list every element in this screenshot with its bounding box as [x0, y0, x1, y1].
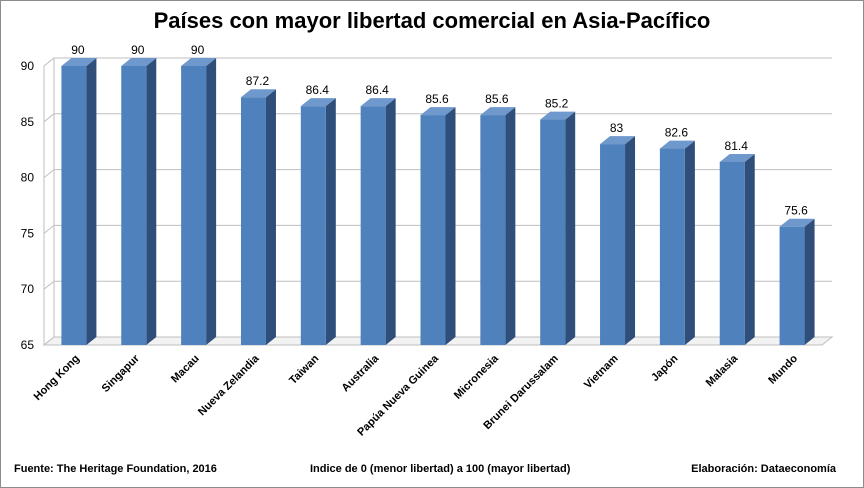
- y-tick-label: 75: [21, 226, 35, 240]
- data-label: 82.6: [665, 126, 689, 140]
- bar: [540, 111, 576, 346]
- y-axis: 65 70 75 80 85 90: [21, 59, 35, 352]
- bar-side: [744, 153, 755, 345]
- bar-side: [804, 218, 815, 345]
- bar-front: [719, 161, 745, 345]
- bar-side: [385, 98, 396, 346]
- bar: [360, 98, 396, 346]
- x-tick-label: Malasia: [704, 352, 741, 389]
- credit-note: Elaboración: Dataeconomía: [691, 463, 836, 475]
- bar-front: [600, 144, 626, 345]
- bar-top: [61, 58, 97, 66]
- y-tick-label: 70: [21, 282, 35, 296]
- x-tick-label: Vietnam: [582, 352, 621, 391]
- source-note: Fuente: The Heritage Foundation, 2016: [14, 463, 217, 475]
- data-label: 87.2: [246, 74, 270, 88]
- bar-side: [505, 107, 516, 345]
- data-label: 86.4: [365, 83, 389, 97]
- chart-title: Países con mayor libertad comercial en A…: [153, 8, 711, 33]
- bar: [240, 89, 276, 345]
- bar-top: [480, 107, 516, 116]
- bar-front: [121, 66, 147, 345]
- bar-top: [420, 107, 456, 116]
- bar-top: [360, 98, 396, 107]
- x-tick-label: Australia: [340, 352, 382, 394]
- x-tick-label: Macau: [169, 353, 202, 386]
- bar-side: [445, 107, 456, 345]
- bar: [61, 58, 97, 345]
- bar: [300, 98, 336, 346]
- bars: [61, 58, 815, 346]
- bar-side: [146, 58, 157, 345]
- bar-front: [420, 115, 446, 345]
- data-label: 85.6: [425, 92, 449, 106]
- data-label: 86.4: [306, 83, 330, 97]
- bar: [719, 153, 755, 345]
- bar-front: [240, 97, 266, 345]
- data-label: 83: [610, 121, 624, 135]
- gridline: [43, 57, 832, 67]
- x-tick-label: Japón: [649, 352, 681, 384]
- x-tick-label: Mundo: [766, 352, 800, 386]
- bar-side: [684, 140, 695, 345]
- bar-front: [779, 226, 805, 345]
- bar-front: [181, 66, 207, 345]
- bar-front: [300, 106, 326, 346]
- bar-top: [659, 140, 695, 149]
- bar-side: [86, 58, 97, 345]
- bar-side: [325, 98, 336, 346]
- bar-side: [206, 58, 217, 345]
- data-label: 75.6: [784, 204, 808, 218]
- x-tick-label: Singapur: [100, 352, 143, 395]
- bar-side: [565, 111, 576, 346]
- bar-top: [540, 111, 576, 120]
- y-tick-label: 90: [21, 59, 35, 73]
- bar-front: [540, 119, 566, 346]
- bar-side: [265, 89, 276, 345]
- bar-front: [480, 115, 506, 345]
- bar-top: [240, 89, 276, 98]
- bar: [480, 107, 516, 345]
- bar-front: [659, 148, 685, 345]
- x-tick-label: Taiwan: [287, 352, 321, 386]
- x-tick-label: Nueva Zelandia: [196, 352, 262, 418]
- bar-top: [600, 136, 636, 145]
- bar-top: [121, 58, 157, 66]
- data-labels: 90 90 90 87.2 86.4 86.4 85.6 85.6 85.2 83 82.6 81.4…: [71, 43, 808, 218]
- x-tick-label: Hong Kong: [32, 353, 82, 403]
- y-tick-label: 80: [21, 171, 35, 185]
- bar-top: [181, 58, 217, 66]
- bar: [659, 140, 695, 345]
- bar-top: [300, 98, 336, 107]
- y-tick-label: 65: [21, 338, 35, 352]
- scale-note: Indice de 0 (menor libertad) a 100 (mayo…: [310, 463, 571, 475]
- data-label: 90: [131, 43, 145, 57]
- bar: [779, 218, 815, 345]
- y-tick-label: 85: [21, 115, 35, 129]
- x-tick-label: Micronesia: [452, 352, 502, 402]
- data-label: 90: [71, 43, 85, 57]
- bar-side: [625, 136, 636, 345]
- bar-front: [360, 106, 386, 346]
- data-label: 85.2: [545, 97, 569, 111]
- bar: [600, 136, 636, 345]
- bar: [181, 58, 217, 345]
- bar-front: [61, 66, 87, 345]
- bar: [121, 58, 157, 345]
- bar-top: [719, 153, 755, 162]
- data-label: 81.4: [725, 139, 749, 153]
- bar-top: [779, 218, 815, 227]
- bar: [420, 107, 456, 345]
- data-label: 90: [191, 43, 205, 57]
- data-label: 85.6: [485, 92, 509, 106]
